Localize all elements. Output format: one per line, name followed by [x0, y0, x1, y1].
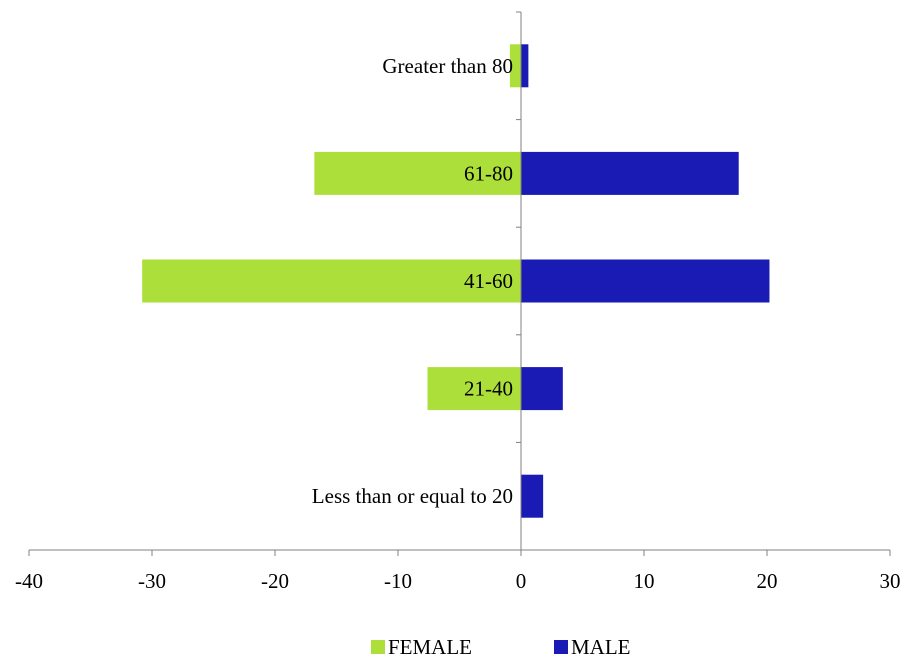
legend-swatch-male [554, 640, 568, 654]
legend-swatch-female [371, 640, 385, 654]
x-tick-label: 10 [634, 569, 655, 593]
bar-male-1 [521, 367, 563, 411]
x-tick-label: 20 [757, 569, 778, 593]
legend-label-female: FEMALE [388, 635, 472, 659]
bar-male-3 [521, 151, 739, 195]
legend-label-male: MALE [571, 635, 631, 659]
bar-female-1 [427, 367, 521, 411]
category-label: Less than or equal to 20 [312, 484, 513, 508]
x-tick-label: -10 [384, 569, 412, 593]
category-label: 61-80 [464, 161, 513, 185]
x-tick-label: 30 [880, 569, 901, 593]
x-tick-label: -30 [138, 569, 166, 593]
category-label: Greater than 80 [382, 54, 513, 78]
category-label: 41-60 [464, 269, 513, 293]
bar-female-2 [142, 259, 521, 303]
bar-male-0 [521, 474, 544, 518]
axes-layer: -40 -30 -20 -10 0 10 20 30 [15, 11, 901, 593]
bar-female-4 [509, 44, 521, 88]
bar-female-3 [314, 151, 521, 195]
legend: FEMALE MALE [371, 635, 631, 659]
category-labels-layer: Less than or equal to 20 21-40 41-60 61-80 G… [312, 54, 513, 508]
category-label: 21-40 [464, 377, 513, 401]
x-tick-label: -20 [261, 569, 289, 593]
x-tick-label: 0 [516, 569, 527, 593]
bars-layer [142, 44, 770, 518]
bar-male-4 [521, 44, 529, 88]
bar-male-2 [521, 259, 770, 303]
x-tick-label: -40 [15, 569, 43, 593]
